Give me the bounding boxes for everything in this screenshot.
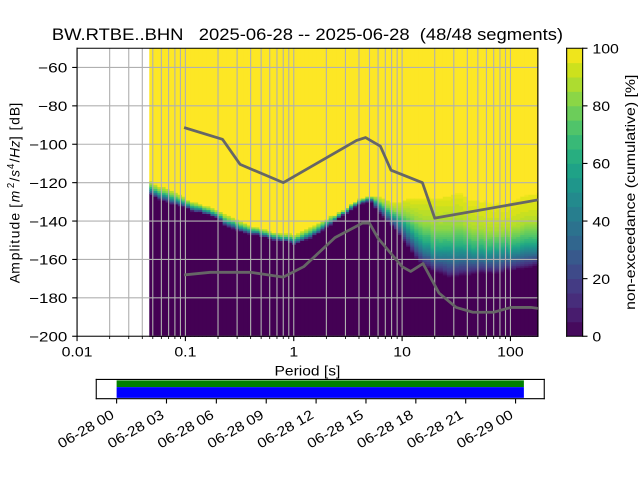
svg-text:40: 40	[592, 213, 610, 229]
svg-text:−140: −140	[29, 213, 67, 229]
svg-text:BW.RTBE..BHN 2025-06-28 -- 2: BW.RTBE..BHN 2025-06-28 -- 2025-06-28 (4…	[52, 25, 563, 44]
svg-text:0.01: 0.01	[62, 344, 93, 360]
svg-text:0.1: 0.1	[174, 344, 196, 360]
svg-text:1: 1	[289, 344, 298, 360]
svg-text:10: 10	[393, 344, 411, 360]
svg-text:Period [s]: Period [s]	[275, 363, 341, 379]
svg-text:−100: −100	[29, 137, 67, 153]
svg-text:0: 0	[592, 329, 601, 345]
svg-text:non-exceedance (cumulative) [%: non-exceedance (cumulative) [%]	[622, 75, 638, 310]
svg-text:100: 100	[592, 41, 619, 57]
svg-text:20: 20	[592, 271, 610, 287]
svg-text:−60: −60	[38, 60, 68, 76]
svg-text:60: 60	[592, 156, 610, 172]
svg-text:A m p l: A m p l i t u d e [ / / ] [ d B ] m s H …	[0, 97, 24, 283]
svg-text:80: 80	[592, 98, 610, 114]
svg-text:−200: −200	[29, 329, 67, 345]
svg-text:−120: −120	[29, 175, 67, 191]
svg-text:−160: −160	[29, 252, 67, 268]
svg-text:100: 100	[497, 344, 524, 360]
svg-text:−80: −80	[38, 98, 68, 114]
svg-text:−180: −180	[29, 290, 67, 306]
